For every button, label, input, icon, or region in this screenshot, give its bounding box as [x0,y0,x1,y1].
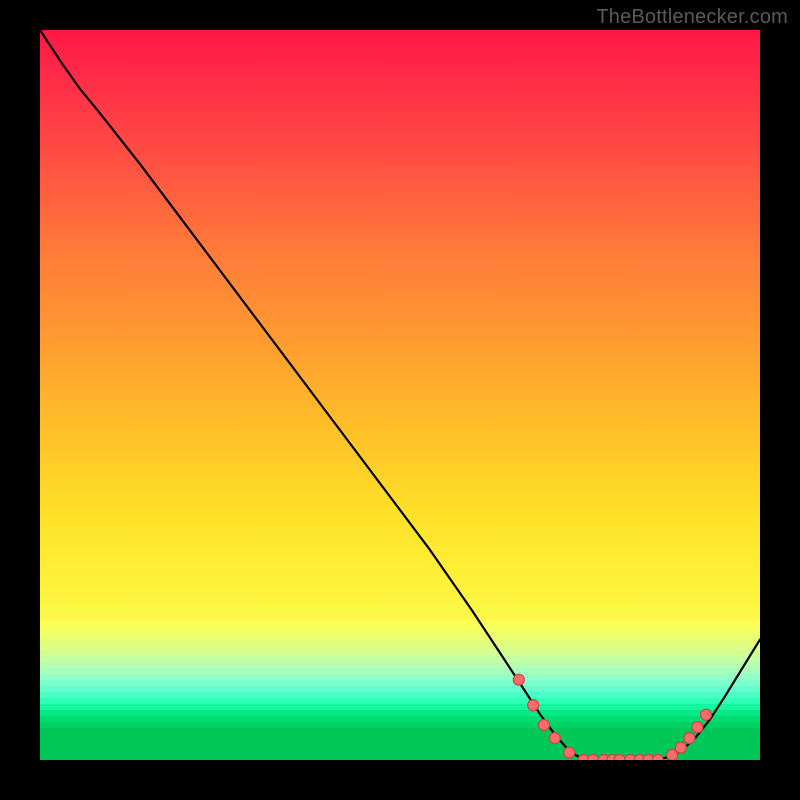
data-point [564,747,575,758]
plot-area [40,30,760,760]
watermark-text: TheBottlenecker.com [596,6,788,29]
data-point [549,733,560,744]
data-point [684,733,695,744]
data-point [587,755,598,761]
data-point [539,719,550,730]
points-layer [40,30,760,760]
data-point [528,700,539,711]
chart-stage: TheBottlenecker.com [0,0,800,800]
data-point [614,755,625,761]
marker-group [513,674,711,760]
data-point [513,674,524,685]
data-point [675,742,686,753]
data-point [652,755,663,761]
data-point [692,722,703,733]
data-point [701,709,712,720]
